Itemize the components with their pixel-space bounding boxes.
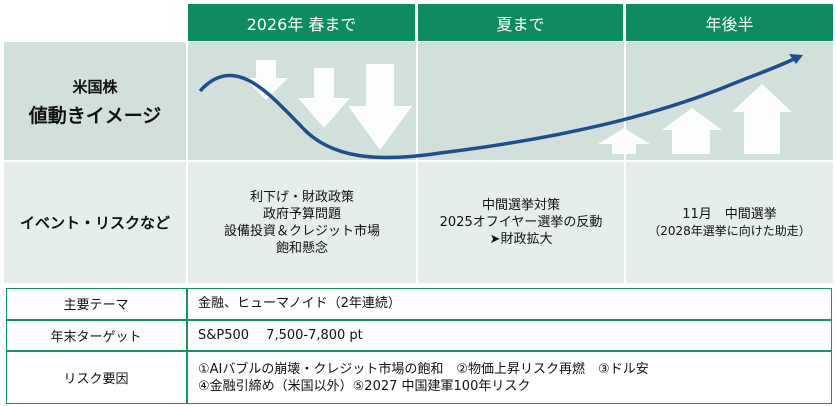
down-arrow-icon (244, 60, 288, 100)
events-summer-line: ➤財政拡大 (489, 232, 553, 247)
table-row-divider (6, 319, 832, 321)
events-spring-line: 利下げ・財政政策 (249, 189, 354, 205)
events-band (4, 162, 833, 283)
table-value-line: 金融、ヒューマノイド（2年連続） (198, 296, 401, 311)
table-row-label: リスク要因 (63, 372, 129, 387)
table-row-value: ①AIバブルの崩壊・クレジット市場の飽和 ②物価上昇リスク再燃 ③ドル安 ④金融… (188, 351, 832, 404)
events-label-text: イベント・リスクなど (19, 214, 170, 232)
table-value-line: ①AIバブルの崩壊・クレジット市場の飽和 ②物価上昇リスク再燃 ③ドル安 (198, 361, 649, 377)
header-summer-label: 夏まで (496, 14, 545, 34)
header-spring: 2026年 春まで (188, 4, 415, 41)
table-value-line: ④金融引締め（米国以外）⑤2027 中国建軍100年リスク (198, 378, 531, 394)
divider (416, 42, 418, 283)
table-row-divider (6, 350, 832, 352)
header-late-year-label: 年後半 (705, 14, 754, 34)
events-spring-line: 政府予算問題 (262, 206, 341, 222)
price-image-label-line2: 値動きイメージ (28, 105, 162, 127)
events-summer-line: 中間選挙対策 (481, 198, 560, 213)
summary-table (6, 288, 832, 404)
events-spring-line: 設備投資＆クレジット市場 (223, 223, 380, 239)
table-row-label: 年末ターゲット (50, 329, 142, 345)
divider (624, 42, 626, 283)
events-late-year: 11月 中間選挙 （2028年選挙に向けた助走） (626, 162, 833, 283)
events-spring-line: 飽和懸念 (275, 240, 328, 256)
events-summer: 中間選挙対策 2025オフイヤー選挙の反動 ➤財政拡大 (418, 162, 624, 283)
events-late-year-line: 11月 中間選挙 (682, 206, 777, 222)
up-arrow-icon (662, 108, 722, 154)
price-image-label: 米国株 値動きイメージ (4, 72, 186, 132)
up-arrow-icon (598, 128, 650, 154)
divider (186, 42, 188, 283)
header-spring-label: 2026年 春まで (246, 14, 357, 34)
down-arrow-icon (298, 68, 350, 128)
price-trend-curve (198, 56, 797, 160)
down-arrow-icon (348, 64, 412, 150)
events-label: イベント・リスクなど (4, 162, 186, 283)
curve-arrowhead-icon (789, 54, 803, 64)
table-row-value: 金融、ヒューマノイド（2年連続） (188, 288, 832, 319)
events-summer-line: 2025オフイヤー選挙の反動 (439, 215, 603, 230)
events-late-year-line: （2028年選挙に向けた助走） (648, 223, 811, 238)
table-column-divider (186, 288, 188, 404)
table-value-line: S&P500 7,500-7,800 pt (198, 327, 363, 343)
price-image-label-line1: 米国株 (72, 78, 118, 96)
header-late-year: 年後半 (626, 4, 833, 41)
table-row-label: 主要テーマ (63, 298, 129, 313)
up-arrow-icon (732, 84, 792, 154)
header-summer: 夏まで (418, 4, 623, 41)
table-row-value: S&P500 7,500-7,800 pt (188, 320, 832, 350)
events-spring: 利下げ・財政政策 政府予算問題 設備投資＆クレジット市場 飽和懸念 (188, 162, 416, 283)
